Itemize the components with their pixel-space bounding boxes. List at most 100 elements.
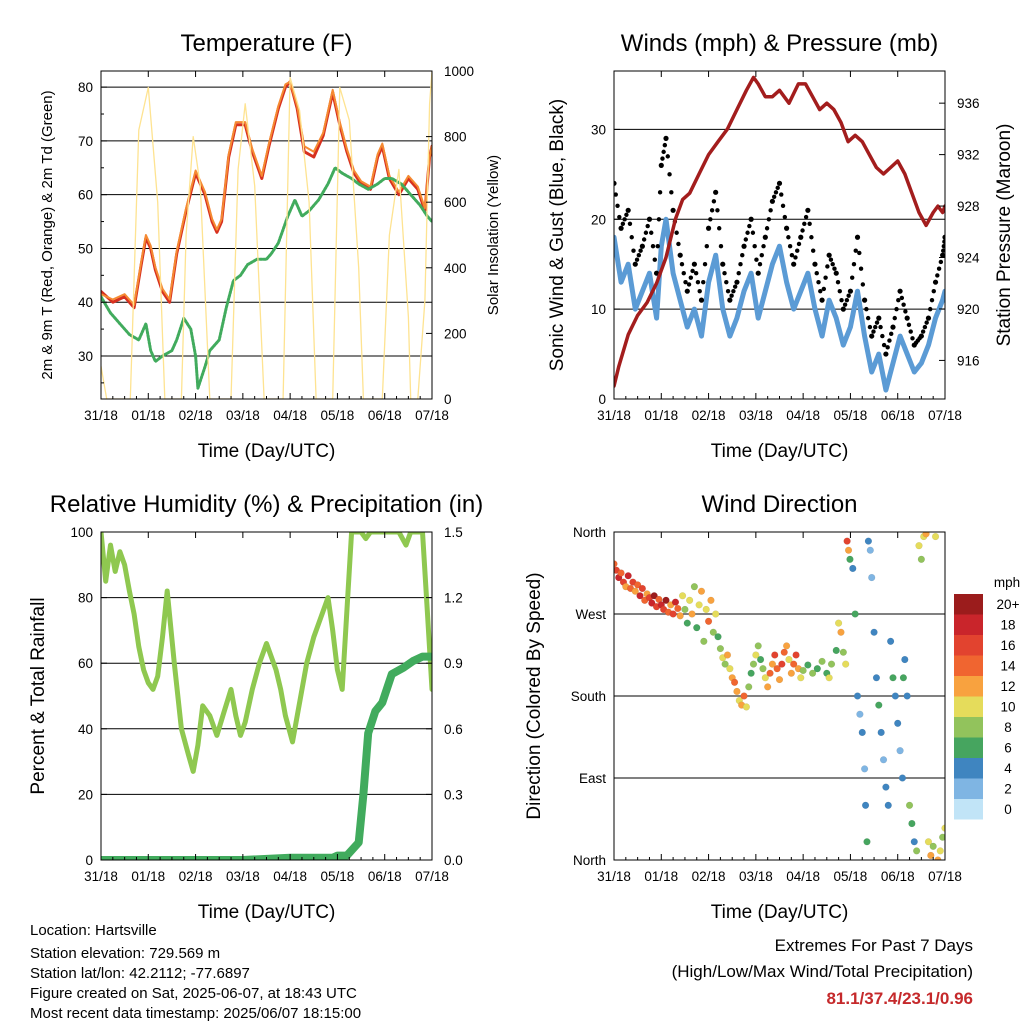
legend-swatch <box>954 799 983 820</box>
gust-point <box>627 221 633 226</box>
gust-point <box>865 315 871 321</box>
gust-point <box>663 135 669 141</box>
gust-point <box>752 244 757 249</box>
gust-point <box>881 342 887 348</box>
legend-label: 0 <box>1004 802 1012 817</box>
gust-point <box>818 288 823 294</box>
direction-point <box>872 674 881 682</box>
y-right-tick-label: 932 <box>957 148 980 163</box>
gust-point <box>724 279 729 285</box>
x-tick-label: 02/18 <box>692 408 726 423</box>
gust-point <box>632 261 638 267</box>
direction-point <box>898 774 907 782</box>
direction-point <box>726 665 734 673</box>
x-tick-label: 05/18 <box>834 869 868 884</box>
direction-point <box>864 537 872 545</box>
humidity-precip-panel: Relative Humidity (%) & Precipitation (i… <box>28 491 483 923</box>
x-axis-label: Time (Day/UTC) <box>711 441 849 462</box>
gust-point <box>701 279 706 285</box>
gust-point <box>860 282 866 287</box>
gust-point <box>656 217 662 222</box>
gust-point <box>862 297 868 303</box>
gust-point <box>750 230 756 235</box>
y-right-tick-label: 928 <box>957 199 980 214</box>
gust-point <box>727 297 733 303</box>
gust-point <box>809 235 814 240</box>
gust-point <box>867 324 873 330</box>
plot-area <box>614 75 945 393</box>
gust-point <box>897 288 903 294</box>
x-tick-label: 06/18 <box>881 869 915 884</box>
y-tick-label: 40 <box>78 295 93 310</box>
direction-point <box>851 610 859 618</box>
x-tick-label: 31/18 <box>84 869 118 884</box>
y-right-tick-label: 924 <box>957 251 980 266</box>
gust-point <box>935 273 940 278</box>
x-tick-label: 04/18 <box>273 869 307 884</box>
x-tick-label: 07/18 <box>928 869 962 884</box>
gust-point <box>791 261 797 267</box>
gust-point <box>890 324 896 330</box>
direction-point <box>709 628 717 636</box>
x-tick-label: 04/18 <box>786 869 820 884</box>
gust-point <box>636 253 642 258</box>
x-tick-label: 05/18 <box>321 869 355 884</box>
direction-point <box>749 660 758 668</box>
gust-point <box>928 306 933 312</box>
direction-point <box>879 756 888 764</box>
direction-point <box>863 838 871 846</box>
x-tick-label: 07/18 <box>415 408 449 423</box>
y-tick-label: 20 <box>591 212 606 227</box>
gust-point <box>830 262 835 267</box>
gust-point <box>665 154 670 159</box>
gust-point <box>826 252 832 258</box>
direction-point <box>792 651 800 659</box>
legend-label: 2 <box>1004 782 1012 797</box>
gust-point <box>793 255 798 260</box>
direction-point <box>730 678 739 686</box>
direction-point <box>740 692 748 700</box>
direction-point <box>702 605 710 614</box>
legend-swatch <box>954 737 983 758</box>
gust-point <box>787 244 793 249</box>
winds-pressure-panel: Winds (mph) & Pressure (mb) 0 10 20 30 916 920… <box>547 30 1015 462</box>
x-tick-label: 02/18 <box>179 869 213 884</box>
x-tick-label: 31/18 <box>84 408 118 423</box>
gust-point <box>729 293 734 298</box>
gust-point <box>732 284 738 289</box>
y-tick-label: North <box>573 525 606 540</box>
gust-point <box>677 252 683 258</box>
gust-point <box>641 237 647 242</box>
y-right-tick-label: 200 <box>444 326 467 341</box>
gust-point <box>938 259 944 265</box>
direction-point <box>714 633 722 641</box>
gust-point <box>620 221 626 226</box>
gust-point <box>823 275 828 280</box>
direction-point <box>747 669 755 677</box>
gust-point <box>869 333 875 339</box>
gust-point <box>674 230 679 235</box>
recent-data-timestamp: Most recent data timestamp: 2025/06/07 1… <box>30 1005 361 1022</box>
direction-point <box>929 842 937 850</box>
legend-swatch <box>954 614 983 635</box>
y-tick-label: East <box>579 771 606 786</box>
plot-area <box>614 532 945 860</box>
gust-point <box>676 241 681 247</box>
direction-point <box>861 801 870 809</box>
y-axis-label-right: Solar Insolation (Yellow) <box>485 155 502 315</box>
x-tick-label: 01/18 <box>644 408 678 423</box>
gust-point <box>695 279 701 285</box>
gust-point <box>773 190 779 195</box>
direction-point <box>683 619 691 627</box>
station-location: Location: Hartsville <box>30 922 157 939</box>
gust-point <box>669 190 674 195</box>
y-right-tick-label: 0.9 <box>444 656 463 671</box>
gust-point <box>858 266 864 271</box>
chart-title: Wind Direction <box>701 491 857 518</box>
gust-point <box>725 288 731 294</box>
direction-point <box>858 728 866 737</box>
direction-point <box>636 592 644 600</box>
direction-point <box>669 610 677 618</box>
gust-point <box>618 225 624 231</box>
